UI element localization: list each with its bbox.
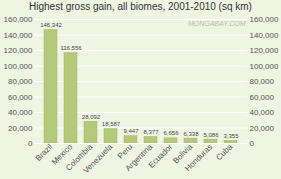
svg-text:140,000: 140,000 xyxy=(4,31,33,40)
svg-text:9,447: 9,447 xyxy=(123,128,139,134)
svg-text:8,377: 8,377 xyxy=(143,129,159,135)
svg-text:0: 0 xyxy=(250,139,255,148)
svg-text:Ecuador: Ecuador xyxy=(147,142,175,170)
svg-text:18,587: 18,587 xyxy=(102,121,121,127)
svg-text:28,092: 28,092 xyxy=(82,114,101,120)
svg-text:5,086: 5,086 xyxy=(203,132,219,138)
svg-text:MONGABAY.COM: MONGABAY.COM xyxy=(188,20,246,27)
svg-text:Colombia: Colombia xyxy=(64,142,95,173)
svg-text:116,556: 116,556 xyxy=(60,45,82,51)
svg-text:120,000: 120,000 xyxy=(4,46,33,55)
svg-text:6,338: 6,338 xyxy=(183,131,199,137)
svg-text:146,342: 146,342 xyxy=(40,22,62,28)
svg-text:80,000: 80,000 xyxy=(250,77,275,86)
svg-text:80,000: 80,000 xyxy=(8,77,33,86)
svg-text:40,000: 40,000 xyxy=(8,108,33,117)
svg-text:160,000: 160,000 xyxy=(250,15,279,24)
svg-text:60,000: 60,000 xyxy=(250,93,275,102)
svg-text:160,000: 160,000 xyxy=(4,15,33,24)
svg-text:Venezuela: Venezuela xyxy=(81,142,114,175)
svg-text:120,000: 120,000 xyxy=(250,46,279,55)
svg-text:100,000: 100,000 xyxy=(4,62,33,71)
svg-text:20,000: 20,000 xyxy=(250,124,275,133)
svg-text:Honduras: Honduras xyxy=(183,142,214,173)
svg-text:Brazil: Brazil xyxy=(33,142,55,163)
svg-text:140,000: 140,000 xyxy=(250,31,279,40)
svg-text:40,000: 40,000 xyxy=(250,108,275,117)
svg-text:Mexico: Mexico xyxy=(49,142,75,167)
html-text:Highest gross gain, all biomes: Highest gross gain, all biomes, 2001-201… xyxy=(29,1,252,12)
svg-text:0: 0 xyxy=(28,139,33,148)
svg-text:Argentina: Argentina xyxy=(124,142,155,173)
svg-text:Bolivia: Bolivia xyxy=(171,142,195,166)
svg-text:Peru: Peru xyxy=(115,142,135,161)
svg-text:100,000: 100,000 xyxy=(250,62,279,71)
svg-text:Cuba: Cuba xyxy=(214,142,234,162)
svg-text:6,656: 6,656 xyxy=(163,130,179,136)
svg-text:60,000: 60,000 xyxy=(8,93,33,102)
svg-text:3,355: 3,355 xyxy=(223,133,239,139)
svg-text:20,000: 20,000 xyxy=(8,124,33,133)
